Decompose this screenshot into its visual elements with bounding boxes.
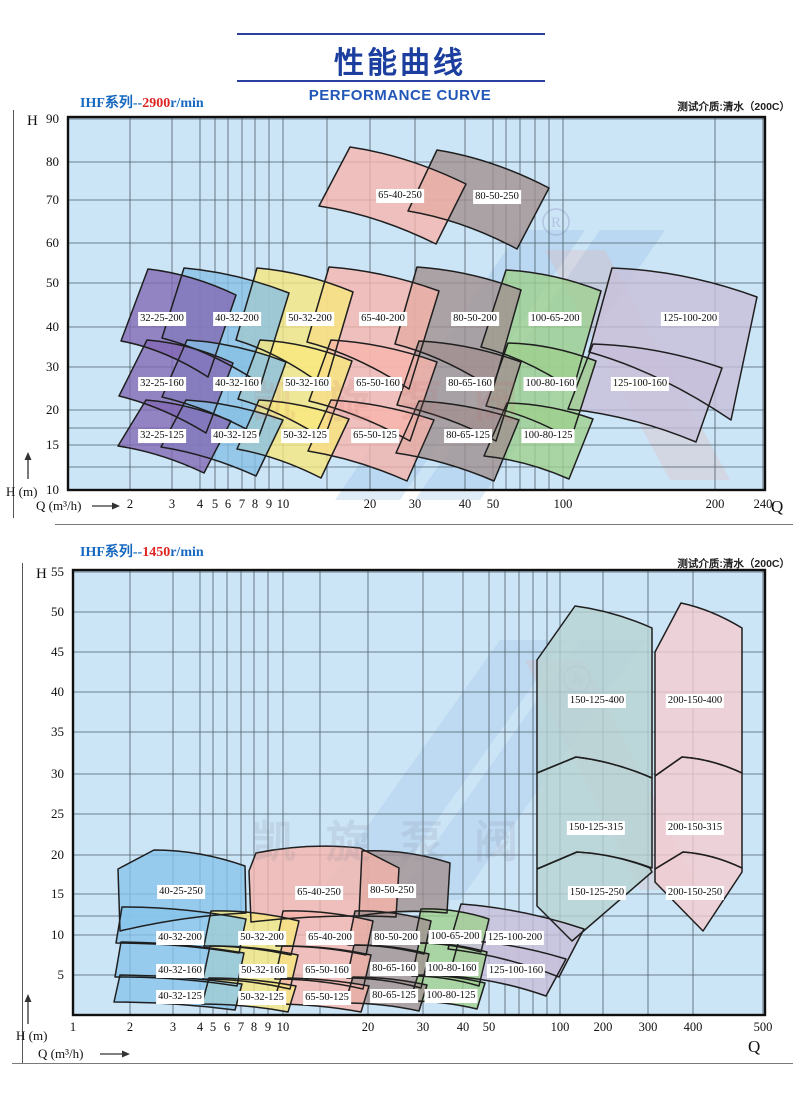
- chart2-region-outline: [274, 945, 372, 990]
- chart2-region-fill: [537, 757, 652, 869]
- chart1-left-axis-line: [13, 110, 14, 518]
- chart1-region-outline: [567, 343, 723, 443]
- chart2-watermark-shape: [315, 640, 565, 900]
- page-title: 性能曲线: [334, 47, 466, 80]
- separator-line-2: [12, 1063, 793, 1064]
- chart1-plot-border: [66, 115, 767, 492]
- chart1-h-axis-arrowhead-icon: [24, 452, 32, 460]
- chart1-registered-mark-letter: R: [551, 215, 561, 231]
- chart1-speed: 2900: [142, 96, 171, 111]
- chart1-header: IHF系列--2900r/min: [80, 92, 204, 112]
- chart2-speed: 1450: [142, 545, 171, 560]
- chart1-region-outline: [395, 400, 520, 482]
- chart2-series-label: IHF系列--: [80, 545, 143, 560]
- chart1-series-label: IHF系列--: [80, 96, 143, 111]
- chart2-region-outline: [654, 851, 743, 932]
- chart2-region-fill: [249, 846, 399, 922]
- chart1-q-axis-arrowhead-icon: [112, 502, 120, 510]
- chart2-region-outline: [202, 945, 299, 990]
- chart2-region-outline: [447, 903, 585, 978]
- chart1-region-outline: [306, 266, 440, 390]
- chart2-region-fill: [116, 907, 246, 953]
- chart2-region-outline: [346, 944, 430, 989]
- chart1-region-outline: [588, 267, 758, 421]
- chart1-region-outline: [118, 339, 234, 434]
- chart2-region-outline: [358, 850, 451, 917]
- title-rule-top: [237, 33, 545, 35]
- chart2-region-outline: [117, 849, 247, 932]
- chart1-region-outline: [161, 267, 290, 385]
- chart2-region-fill: [537, 606, 652, 778]
- chart1-region-outline: [318, 146, 467, 245]
- chart2-q-axis-arrowhead-icon: [122, 1050, 130, 1058]
- chart2-h-axis-arrowhead-icon: [24, 994, 32, 1002]
- chart2-region-outline: [272, 977, 370, 1013]
- chart2-region-outline: [201, 977, 297, 1013]
- page-subtitle: PERFORMANCE CURVE: [308, 87, 492, 104]
- chart2-plot-border: [71, 568, 767, 1017]
- chart1-region-outline: [308, 339, 438, 442]
- title-rule-bottom: [237, 80, 545, 82]
- chart1-region-outline: [236, 399, 350, 479]
- chart2-header: IHF系列--1450r/min: [80, 541, 204, 561]
- chart2-test-medium-note: 测试介质:清水（200C）: [677, 558, 790, 570]
- chart2-speed-unit: r/min: [170, 545, 204, 560]
- chart1-speed-unit: r/min: [170, 96, 204, 111]
- chart1-registered-mark-circle: [542, 208, 570, 236]
- chart2-region-outline: [344, 976, 428, 1012]
- chart2-region-outline: [115, 906, 247, 954]
- chart2-region-fill: [655, 757, 742, 869]
- chart1-region-fill: [568, 344, 722, 442]
- chart1-region-outline: [161, 339, 287, 437]
- chart1-region-outline: [120, 268, 237, 378]
- separator-line-1: [55, 524, 793, 525]
- chart1-region-outline: [117, 399, 232, 474]
- chart1-test-medium-note: 测试介质:清水（200C）: [677, 101, 790, 113]
- chart2-left-axis-line: [22, 563, 23, 1063]
- chart2-region-fill: [655, 603, 742, 776]
- chart1-region-outline: [407, 149, 550, 250]
- chart1-region-outline: [160, 399, 284, 477]
